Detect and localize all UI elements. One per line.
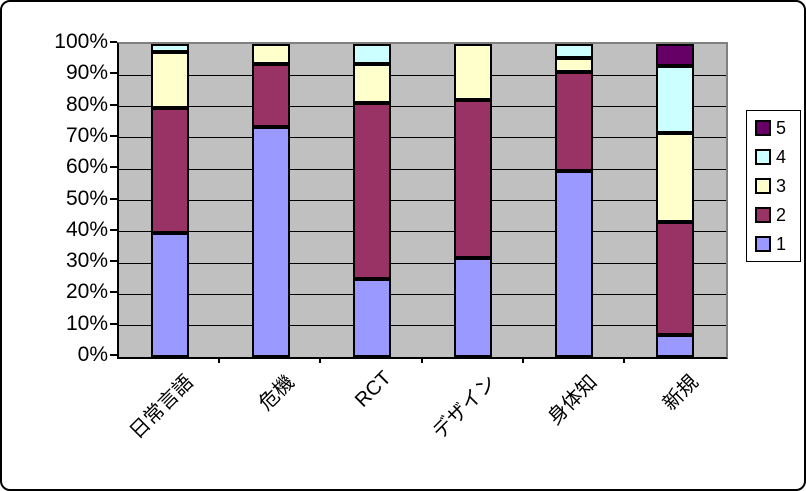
y-tick-mark [110, 291, 117, 294]
gridline [119, 325, 726, 327]
stacked-bar-デザイン [454, 44, 493, 357]
y-tick-label: 40% [65, 217, 108, 241]
y-tick-label: 70% [65, 123, 108, 147]
bar-segment-series-4 [150, 44, 189, 52]
legend-label: 3 [776, 176, 787, 196]
bar-segment-series-4 [555, 44, 594, 59]
stacked-bar-新規 [656, 44, 695, 357]
gridline [119, 293, 726, 295]
legend-item-5: 5 [755, 119, 800, 137]
bar-segment-series-2 [454, 100, 493, 259]
y-tick-label: 90% [65, 61, 108, 85]
legend-label: 5 [776, 118, 787, 138]
y-tick-label: 0% [77, 343, 108, 366]
legend-item-1: 1 [755, 235, 800, 253]
bar-segment-series-2 [150, 108, 189, 234]
y-tick-mark [110, 41, 117, 43]
y-tick-label: 100% [54, 30, 108, 53]
x-category-label: 日常言語 [125, 371, 198, 444]
y-tick-mark [110, 322, 117, 325]
stacked-bar-日常言語 [150, 44, 189, 357]
bar-segment-series-1 [251, 126, 290, 357]
gridline [119, 106, 726, 108]
bar-segment-series-1 [352, 278, 391, 357]
x-category-label: 危機 [254, 371, 299, 416]
bar-segment-series-3 [352, 64, 391, 104]
bar-segment-series-3 [251, 44, 290, 65]
bar-segment-series-5 [656, 44, 695, 66]
x-tick-mark [622, 357, 625, 363]
y-tick-mark [110, 166, 117, 169]
plot-area [117, 42, 728, 359]
bar-segment-series-2 [352, 103, 391, 279]
y-tick-mark [110, 197, 117, 200]
y-tick-mark [110, 72, 117, 75]
gridline [119, 231, 726, 233]
gridline [119, 137, 726, 139]
bar-segment-series-2 [555, 72, 594, 171]
legend-label: 1 [776, 234, 787, 254]
legend-swatch-icon [755, 207, 771, 223]
stacked-bar-危機 [251, 44, 290, 357]
bar-segment-series-3 [555, 58, 594, 73]
x-category-label: 新規 [659, 371, 704, 416]
x-category-label: RCT [350, 367, 396, 412]
bar-segment-series-3 [150, 51, 189, 109]
y-tick-label: 80% [65, 92, 108, 116]
legend-item-3: 3 [755, 177, 800, 195]
y-tick-mark [110, 260, 117, 263]
stacked-bar-身体知 [555, 44, 594, 357]
y-tick-mark [110, 228, 117, 231]
x-category-label: デザイン [428, 371, 501, 444]
bar-segment-series-4 [352, 44, 391, 65]
bar-segment-series-3 [656, 133, 695, 223]
bar-segment-series-2 [251, 64, 290, 127]
gridline [119, 200, 726, 201]
y-tick-mark [110, 134, 117, 137]
y-tick-label: 20% [65, 280, 108, 304]
legend-swatch-icon [755, 236, 771, 252]
legend: 5 4 3 2 1 [746, 110, 801, 262]
x-tick-mark [420, 357, 423, 363]
bar-segment-series-4 [656, 65, 695, 134]
bar-segment-series-3 [454, 44, 493, 101]
y-tick-label: 50% [65, 186, 108, 210]
x-tick-mark [521, 357, 524, 363]
x-tick-mark [319, 357, 322, 363]
legend-swatch-icon [755, 178, 771, 194]
legend-label: 2 [776, 205, 787, 225]
y-tick-mark [110, 103, 117, 106]
x-category-label: 身体知 [544, 371, 603, 430]
bar-segment-series-1 [555, 170, 594, 357]
y-tick-label: 30% [65, 249, 108, 273]
bar-segment-series-1 [150, 233, 189, 357]
y-tick-label: 60% [65, 155, 108, 179]
gridline [119, 74, 726, 76]
bar-segment-series-1 [454, 258, 493, 357]
y-tick-mark [110, 354, 117, 356]
legend-item-4: 4 [755, 148, 800, 166]
x-tick-mark [218, 357, 221, 363]
legend-label: 4 [776, 147, 787, 167]
stacked-bar-RCT [352, 44, 391, 357]
legend-swatch-icon [755, 120, 771, 136]
legend-swatch-icon [755, 149, 771, 165]
legend-item-2: 2 [755, 206, 800, 224]
gridline [119, 262, 726, 264]
gridline [119, 168, 726, 170]
bar-segment-series-1 [656, 335, 695, 357]
bar-segment-series-2 [656, 222, 695, 336]
y-tick-label: 10% [65, 311, 108, 335]
